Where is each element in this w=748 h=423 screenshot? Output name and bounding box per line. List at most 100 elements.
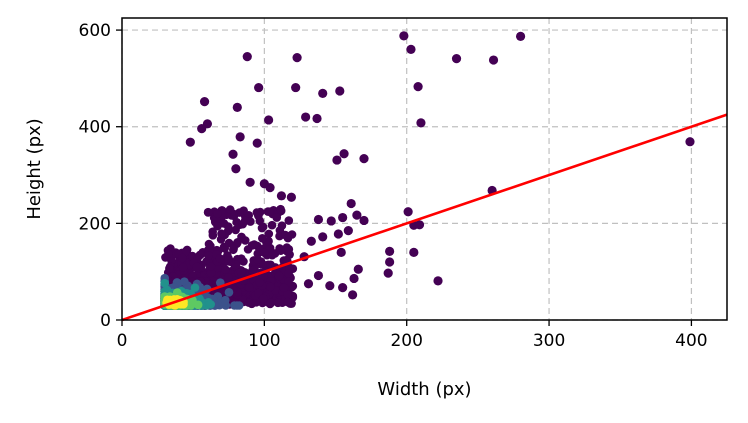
data-point [414, 220, 425, 230]
data-point [403, 207, 413, 217]
data-point [283, 297, 292, 307]
x-tick-label: 400 [675, 331, 707, 351]
y-tick-label: 0 [100, 311, 111, 331]
data-point [383, 268, 393, 278]
data-point [225, 205, 235, 214]
data-point [213, 209, 222, 219]
data-point [190, 283, 200, 292]
data-point [203, 208, 213, 217]
data-point [208, 231, 218, 240]
data-point [259, 294, 268, 303]
data-point [303, 279, 314, 289]
data-point [286, 192, 296, 202]
data-point [279, 283, 289, 293]
data-point [348, 290, 358, 300]
y-tick-label: 400 [79, 118, 111, 138]
data-point [349, 273, 359, 284]
data-point [325, 281, 335, 291]
data-point [488, 55, 499, 65]
data-point [276, 191, 287, 201]
data-point [232, 102, 242, 112]
x-tick-label: 200 [390, 331, 422, 351]
data-point [180, 277, 189, 286]
data-point [245, 177, 255, 187]
data-point [255, 278, 265, 287]
data-point [353, 264, 363, 274]
data-point [236, 267, 246, 277]
x-tick-label: 300 [533, 331, 565, 351]
x-axis-title: Width (px) [377, 379, 471, 400]
data-point [224, 288, 234, 297]
data-point [312, 113, 322, 124]
data-point [276, 246, 286, 255]
data-point [284, 244, 294, 254]
data-points [185, 31, 695, 300]
data-point [385, 257, 395, 267]
data-point [267, 220, 277, 230]
data-point [276, 204, 285, 214]
data-point [265, 207, 274, 217]
x-tick-label: 0 [117, 331, 128, 351]
data-point [515, 31, 526, 41]
data-point [252, 138, 262, 148]
data-point [272, 213, 282, 222]
data-point [235, 208, 244, 217]
data-point [258, 222, 268, 232]
data-point [301, 112, 311, 122]
y-axis-title: Height (px) [24, 118, 45, 219]
data-point [409, 247, 419, 257]
data-point [333, 229, 343, 239]
data-point [292, 53, 302, 63]
data-point [204, 239, 214, 249]
data-point [237, 254, 246, 263]
x-axis: 0 100 200 300 400 [117, 320, 708, 351]
data-point [248, 266, 257, 275]
data-point [385, 246, 395, 256]
data-point [335, 86, 345, 96]
y-tick-label: 600 [79, 21, 111, 41]
data-point [160, 278, 170, 288]
data-point [339, 149, 349, 159]
data-point [326, 216, 336, 226]
data-point [164, 249, 173, 259]
data-point [359, 154, 369, 164]
data-point [265, 243, 275, 253]
data-point [264, 229, 274, 239]
data-point [266, 282, 275, 292]
data-point [238, 219, 247, 229]
fit-line [121, 113, 728, 322]
data-point [265, 183, 275, 193]
data-point [252, 208, 262, 217]
data-point [215, 254, 225, 263]
data-point [242, 52, 252, 62]
y-axis: 0 200 400 600 [79, 21, 122, 331]
data-point [165, 264, 174, 273]
data-point [229, 244, 238, 253]
data-point [254, 288, 263, 298]
data-point [178, 263, 188, 272]
fit-line-group [121, 113, 728, 322]
data-point [245, 283, 254, 292]
density-cloud [160, 204, 298, 310]
data-point [346, 198, 356, 209]
data-point [185, 137, 195, 147]
data-point [273, 298, 283, 308]
data-point [199, 96, 210, 107]
data-point [352, 210, 362, 220]
data-point [249, 240, 259, 249]
data-point [253, 255, 263, 264]
data-point [254, 82, 264, 93]
data-point [274, 271, 284, 281]
data-point [359, 215, 369, 226]
data-point [284, 216, 294, 225]
data-point [413, 82, 423, 92]
x-tick-label: 100 [248, 331, 280, 351]
data-point [406, 44, 416, 55]
data-point [220, 295, 230, 305]
data-point [338, 212, 348, 223]
data-point [217, 229, 226, 238]
data-point [259, 248, 269, 257]
data-point [204, 251, 214, 260]
data-point [192, 262, 202, 272]
